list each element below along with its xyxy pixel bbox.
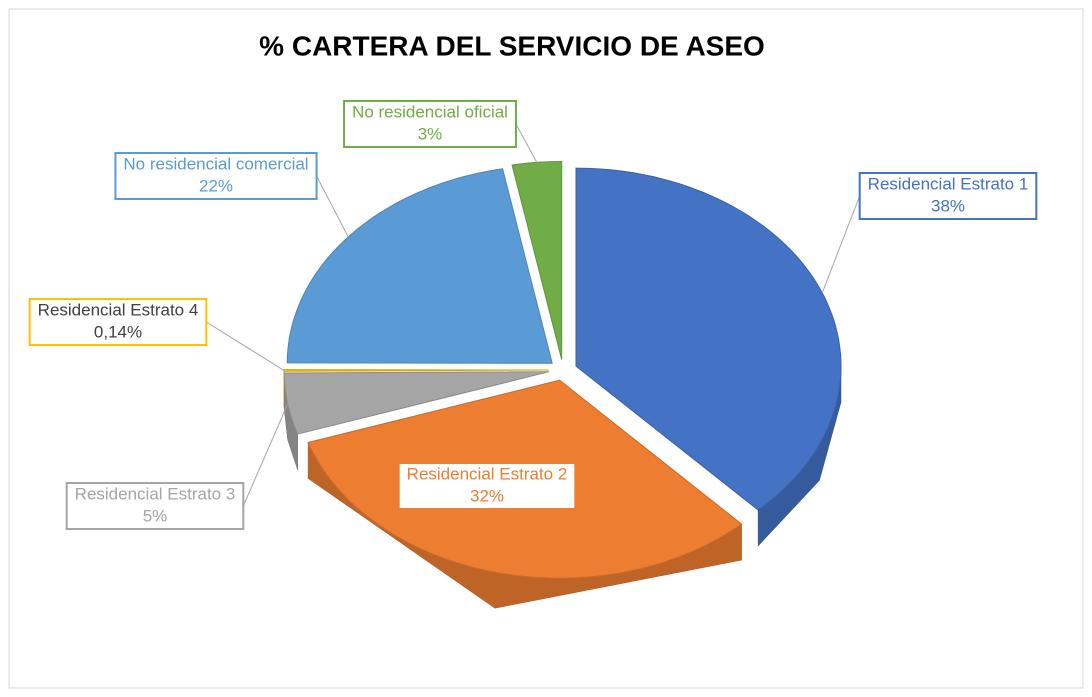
data-label: No residencial oficial 3% — [343, 100, 517, 148]
label-name: Residencial Estrato 2 — [407, 464, 568, 483]
label-value: 38% — [931, 196, 965, 215]
label-name: Residencial Estrato 4 — [38, 300, 199, 319]
label-name: Residencial Estrato 3 — [75, 484, 236, 503]
label-value: 5% — [143, 506, 168, 525]
leader-line — [206, 321, 285, 371]
data-label: Residencial Estrato 1 38% — [858, 172, 1038, 220]
leader-line — [515, 123, 538, 163]
label-value: 32% — [470, 486, 504, 505]
data-label: Residencial Estrato 2 32% — [397, 462, 577, 510]
label-value: 3% — [418, 124, 443, 143]
label-box — [114, 152, 318, 200]
label-name: No residencial comercial — [123, 154, 308, 173]
label-name: Residencial Estrato 1 — [868, 174, 1029, 193]
leader-line — [821, 195, 861, 294]
label-box — [858, 172, 1038, 220]
data-label: Residencial Estrato 3 5% — [65, 482, 245, 530]
label-box — [65, 482, 245, 530]
label-box — [397, 462, 577, 510]
label-box — [28, 298, 208, 346]
label-box — [343, 100, 517, 148]
pie-slice — [283, 369, 550, 372]
label-value: 22% — [199, 176, 233, 195]
chart-title: % CARTERA DEL SERVICIO DE ASEO — [259, 30, 765, 61]
leader-line — [316, 175, 349, 238]
label-value: 0,14% — [94, 322, 142, 341]
leader-line — [242, 403, 289, 507]
data-label: Residencial Estrato 4 0,14% — [28, 298, 208, 346]
data-label: No residencial comercial 22% — [114, 152, 318, 200]
label-name: No residencial oficial — [352, 102, 508, 121]
